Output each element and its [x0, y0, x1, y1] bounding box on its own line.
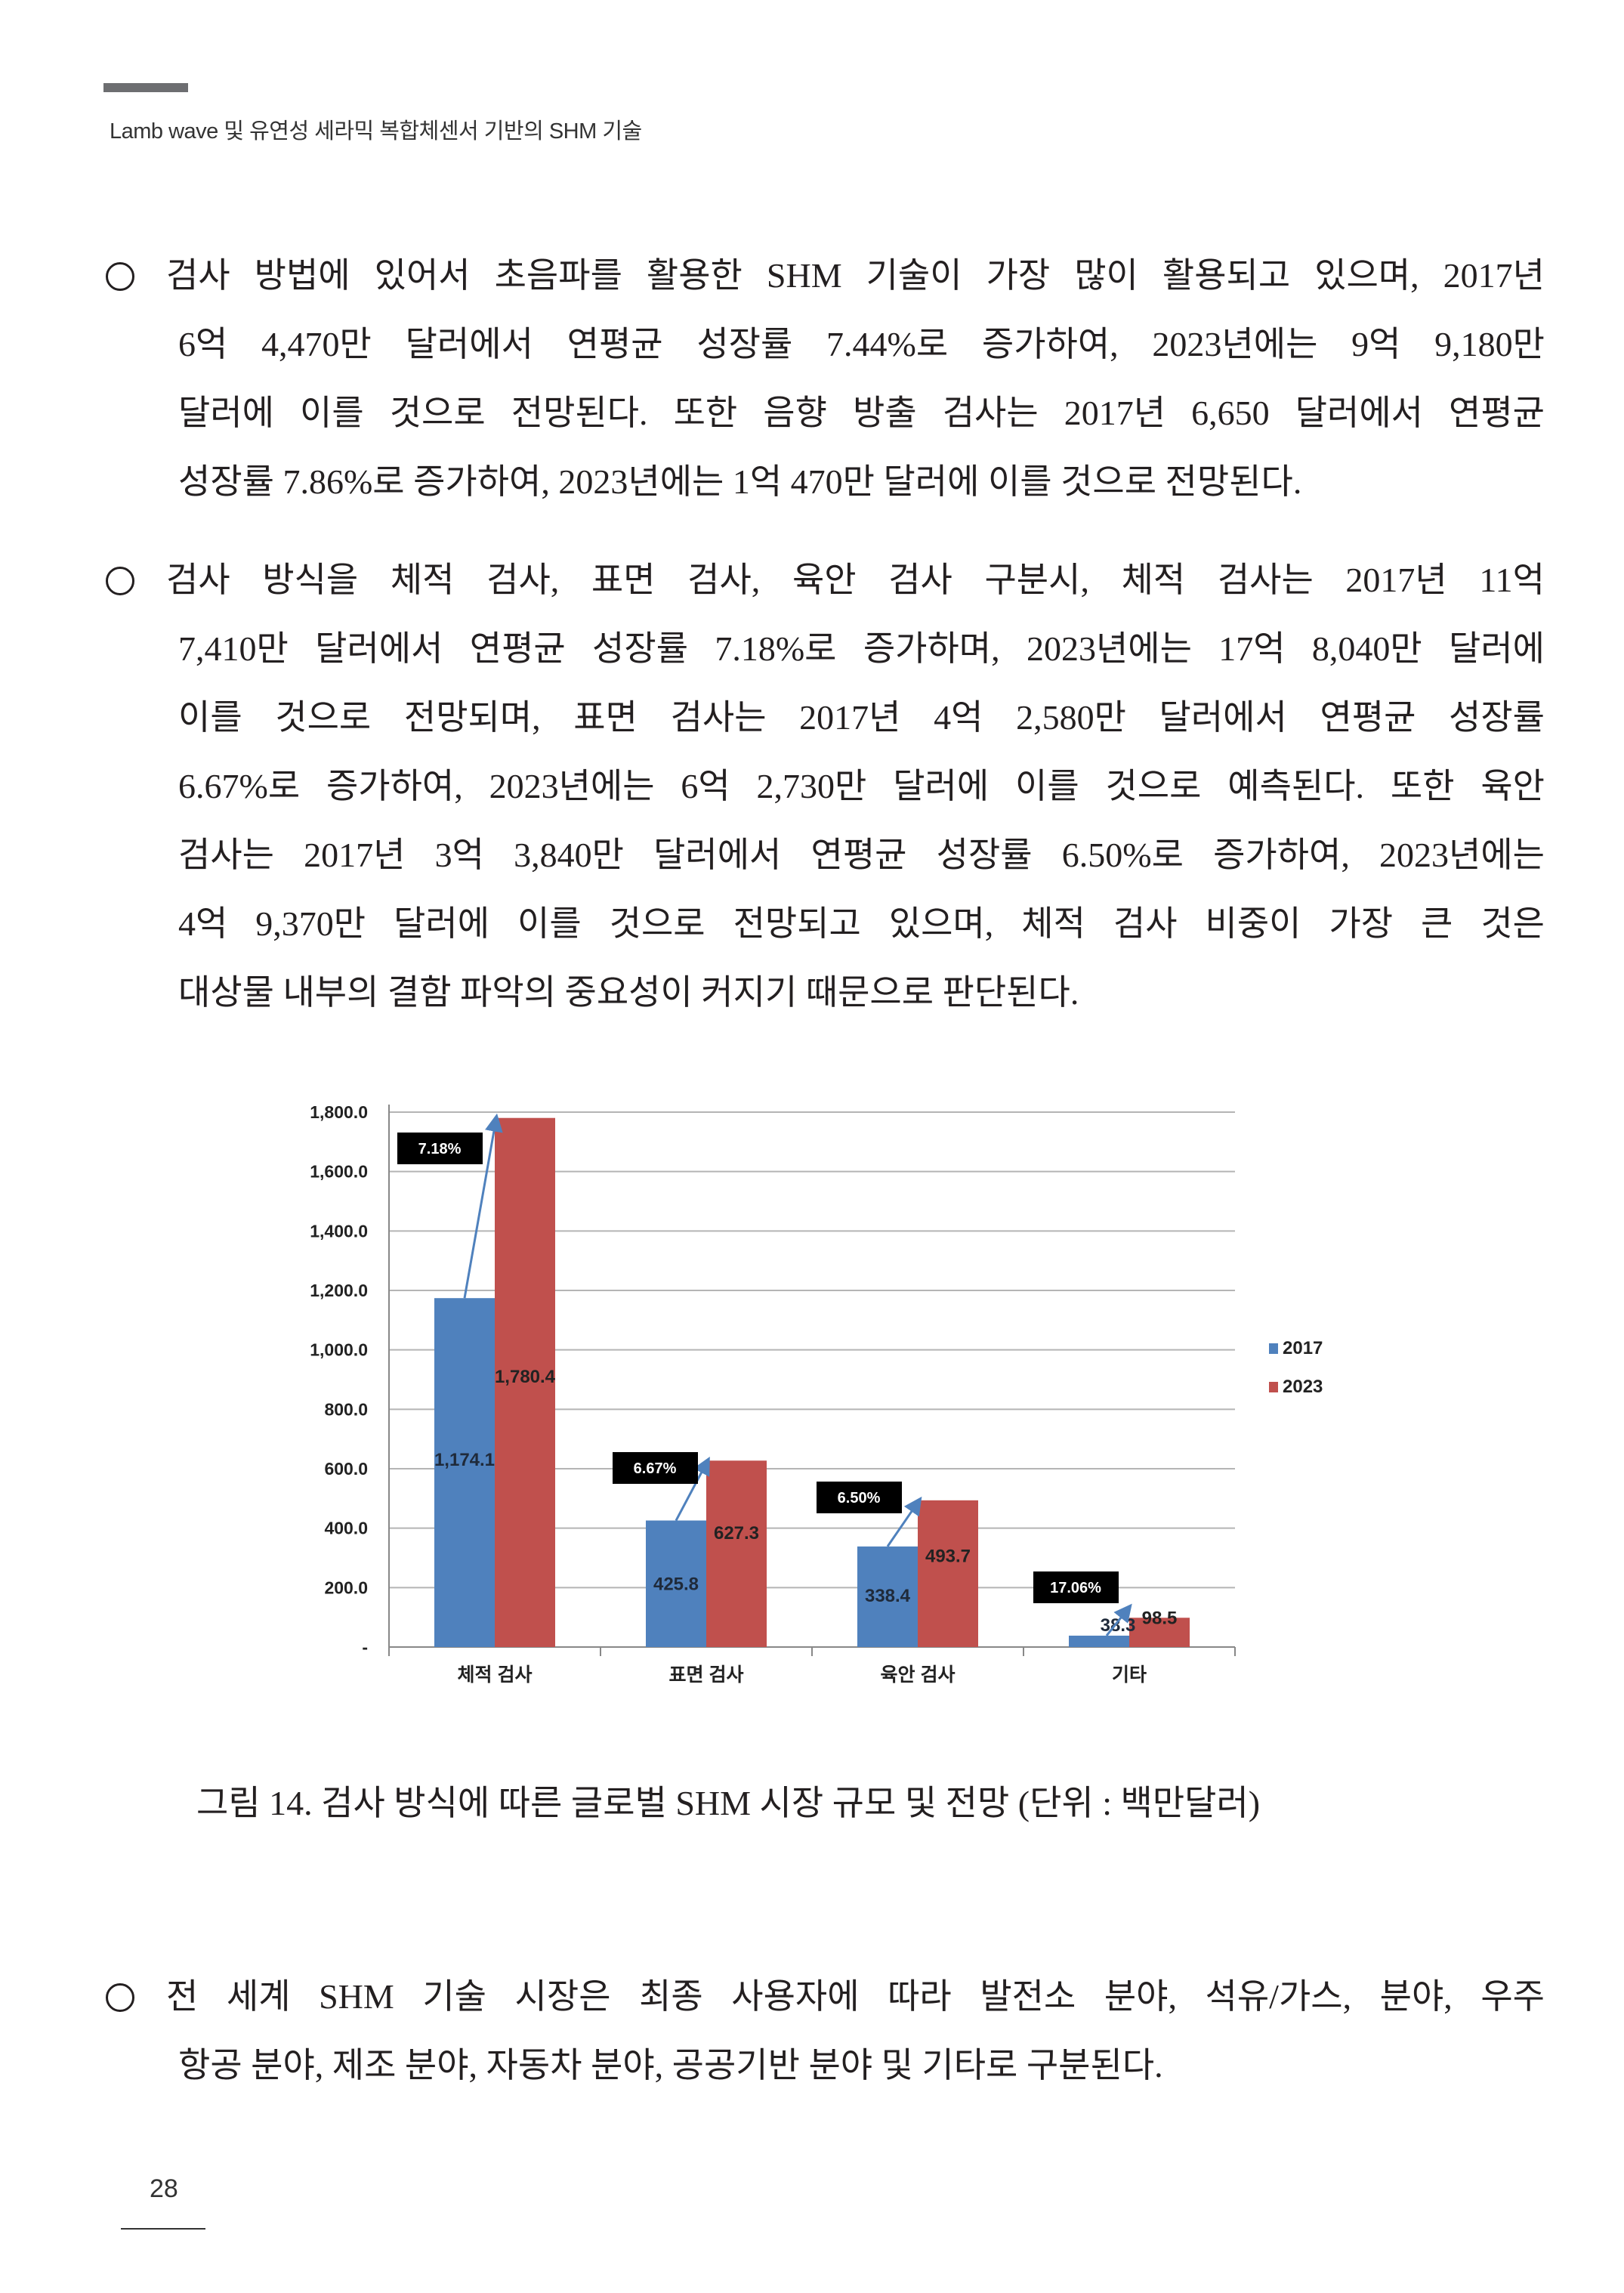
growth-annotation-box	[817, 1482, 902, 1513]
paragraph-line: 항공 분야, 제조 분야, 자동차 분야, 공공기반 분야 및 기타로 구분된다…	[178, 2046, 1163, 2084]
growth-annotation-label: 7.18%	[418, 1141, 462, 1157]
bar-2017	[434, 1298, 495, 1647]
data-label-2023: 627.3	[714, 1523, 759, 1544]
growth-arrow	[886, 1496, 922, 1547]
data-label-2017: 338.4	[865, 1586, 911, 1606]
paragraph-line: 성장률 7.86%로 증가하여, 2023년에는 1억 470만 달러에 이를 …	[178, 462, 1302, 501]
paragraph-line: 검사 방법에 있어서 초음파를 활용한 SHM 기술이 가장 많이 활용되고 있…	[166, 256, 1545, 295]
page-number: 28	[150, 2174, 178, 2203]
x-category-label: 기타	[1112, 1664, 1147, 1686]
growth-annotation-box	[397, 1133, 483, 1164]
footer-divider	[121, 2228, 205, 2230]
y-tick-label: 1,800.0	[310, 1102, 368, 1122]
bar-2017	[646, 1520, 706, 1647]
bar-2017	[1069, 1635, 1129, 1647]
x-category-label: 체적 검사	[458, 1664, 533, 1686]
data-label-2023: 98.5	[1142, 1608, 1178, 1628]
paragraph-line: 6.67%로 증가하여, 2023년에는 6억 2,730만 달러에 이를 것으…	[178, 767, 1545, 805]
bar-chart: - 200.0 400.0 600.0 800.0 1,000.0 1,200.0 1,400…	[310, 1102, 1323, 1686]
growth-arrow	[675, 1456, 710, 1522]
paragraph-line: 검사는 2017년 3억 3,840만 달러에서 연평균 성장률 6.50%로 …	[178, 836, 1545, 874]
bar-2017	[857, 1546, 918, 1647]
bar-2023	[706, 1460, 767, 1647]
growth-arrow	[463, 1113, 503, 1299]
paragraph-line: 4억 9,370만 달러에 이를 것으로 전망되고 있으며, 체적 검사 비중이…	[178, 904, 1545, 943]
growth-annotation-box	[1033, 1571, 1119, 1603]
legend-swatch-2023	[1269, 1382, 1278, 1392]
paragraph-line: 전 세계 SHM 기술 시장은 최종 사용자에 따라 발전소 분야, 석유/가스…	[166, 1977, 1545, 2016]
data-label-2023: 1,780.4	[495, 1367, 556, 1387]
paragraph-line: 대상물 내부의 결함 파악의 중요성이 커지기 때문으로 판단된다.	[178, 973, 1079, 1012]
data-label-2017: 38.3	[1101, 1615, 1136, 1636]
paragraph-line: 달러에 이를 것으로 전망된다. 또한 음향 방출 검사는 2017년 6,65…	[178, 394, 1545, 432]
legend-label-2023: 2023	[1283, 1377, 1323, 1397]
y-tick-label: 200.0	[324, 1578, 368, 1597]
paragraph-line: 이를 것으로 전망되며, 표면 검사는 2017년 4억 2,580만 달러에서…	[178, 698, 1545, 737]
header-accent-bar	[103, 83, 188, 92]
legend-label-2017: 2017	[1283, 1338, 1323, 1358]
paragraph-line: 검사 방식을 체적 검사, 표면 검사, 육안 검사 구분시, 체적 검사는 2…	[166, 561, 1545, 599]
figure-caption: 그림 14. 검사 방식에 따른 글로벌 SHM 시장 규모 및 전망 (단위 …	[196, 1784, 1261, 1822]
y-tick-label: 1,200.0	[310, 1281, 368, 1300]
growth-annotation-label: 6.50%	[838, 1490, 881, 1507]
bar-2023	[495, 1117, 555, 1647]
bullet-circle-icon	[106, 567, 134, 595]
y-tick-label: 1,000.0	[310, 1340, 368, 1360]
paragraph-line: 7,410만 달러에서 연평균 성장률 7.18%로 증가하며, 2023년에는…	[178, 629, 1545, 668]
legend-swatch-2017	[1269, 1343, 1278, 1354]
bullet-circle-icon	[106, 262, 134, 291]
growth-annotation-label: 6.67%	[634, 1460, 677, 1477]
paragraph-line: 6억 4,470만 달러에서 연평균 성장률 7.44%로 증가하여, 2023…	[178, 325, 1545, 363]
growth-annotation-box	[613, 1452, 698, 1484]
data-label-2017: 425.8	[653, 1575, 699, 1595]
y-tick-label: 800.0	[324, 1399, 368, 1419]
bar-2023	[918, 1500, 978, 1647]
y-tick-label: 1,600.0	[310, 1162, 368, 1182]
growth-annotation-label: 17.06%	[1050, 1580, 1101, 1596]
x-category-label: 표면 검사	[669, 1664, 744, 1686]
y-tick-label: 600.0	[324, 1459, 368, 1479]
y-tick-label: 400.0	[324, 1519, 368, 1538]
y-tick-label: -	[362, 1637, 368, 1657]
y-tick-label: 1,400.0	[310, 1221, 368, 1241]
bar-2023	[1129, 1618, 1190, 1647]
x-category-label: 육안 검사	[881, 1664, 956, 1686]
growth-arrow	[1105, 1603, 1132, 1636]
data-label-2023: 493.7	[925, 1546, 971, 1566]
bullet-circle-icon	[106, 1983, 134, 2012]
running-header-title: Lamb wave 및 유연성 세라믹 복합체센서 기반의 SHM 기술	[110, 119, 642, 144]
data-label-2017: 1,174.1	[434, 1450, 495, 1470]
